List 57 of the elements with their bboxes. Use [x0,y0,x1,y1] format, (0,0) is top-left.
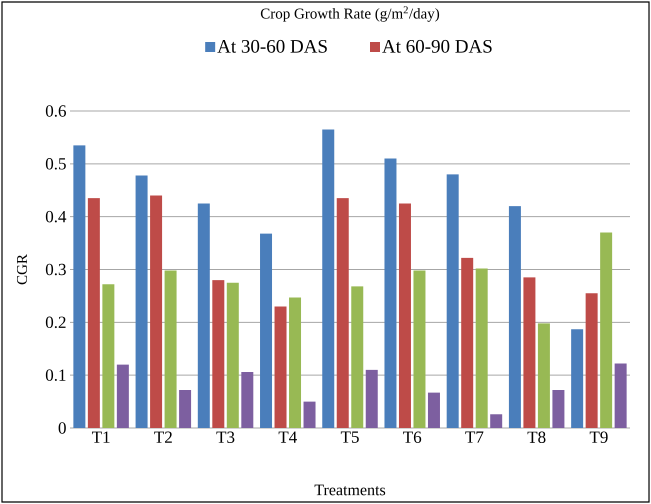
bar [490,414,502,428]
x-tick-label: T1 [92,432,110,443]
x-tick-label: T5 [340,432,359,443]
bar [212,280,224,428]
bar [73,145,86,428]
bar [164,270,177,428]
bar [179,390,192,428]
bar [226,282,239,428]
bar [198,203,210,428]
bar [446,174,459,428]
bar [571,329,584,428]
bar [241,372,254,428]
y-tick-label: 0.5 [46,158,66,170]
legend-label: At 60-90 DAS [382,40,492,53]
y-tick-label: 0.6 [46,105,66,117]
bar [538,323,550,428]
bar [136,175,148,428]
bar [150,196,162,428]
x-tick-label: T2 [154,432,172,443]
bar [398,203,411,428]
y-axis-title: CGR [16,254,28,284]
x-tick-label: T4 [278,432,297,443]
bar [304,402,316,428]
bar [461,258,474,428]
chart-title: Crop Growth Rate (g/m$^{2}$/day) [260,6,440,22]
bar [508,206,521,428]
bar [336,198,349,428]
x-tick-label: T6 [403,432,422,443]
x-tick-label: T8 [528,432,546,443]
x-axis-title: Treatments [314,484,386,496]
bar [260,234,272,428]
bar [614,364,627,428]
y-tick-label: 0.4 [46,210,66,222]
y-tick-label: 0.1 [46,369,66,381]
bar [600,232,612,428]
legend-label: At 30-60 DAS [217,40,327,53]
bar [428,392,440,428]
bar [413,270,426,428]
bar [322,129,334,428]
bar [523,277,536,428]
bar [366,370,378,428]
y-tick-label: 0 [58,422,66,434]
bar [116,364,129,428]
bar [88,198,100,428]
bar [384,158,396,428]
y-tick-label: 0.3 [46,264,66,276]
bar [289,298,302,428]
x-tick-label: T9 [590,432,608,443]
bar [102,284,114,428]
bar [552,390,564,428]
bar [274,306,287,428]
x-tick-label: T3 [216,432,234,443]
bar [351,286,364,428]
x-tick-label: T7 [465,432,484,443]
bar [476,268,488,428]
y-tick-label: 0.2 [46,316,66,328]
bar [586,293,598,428]
